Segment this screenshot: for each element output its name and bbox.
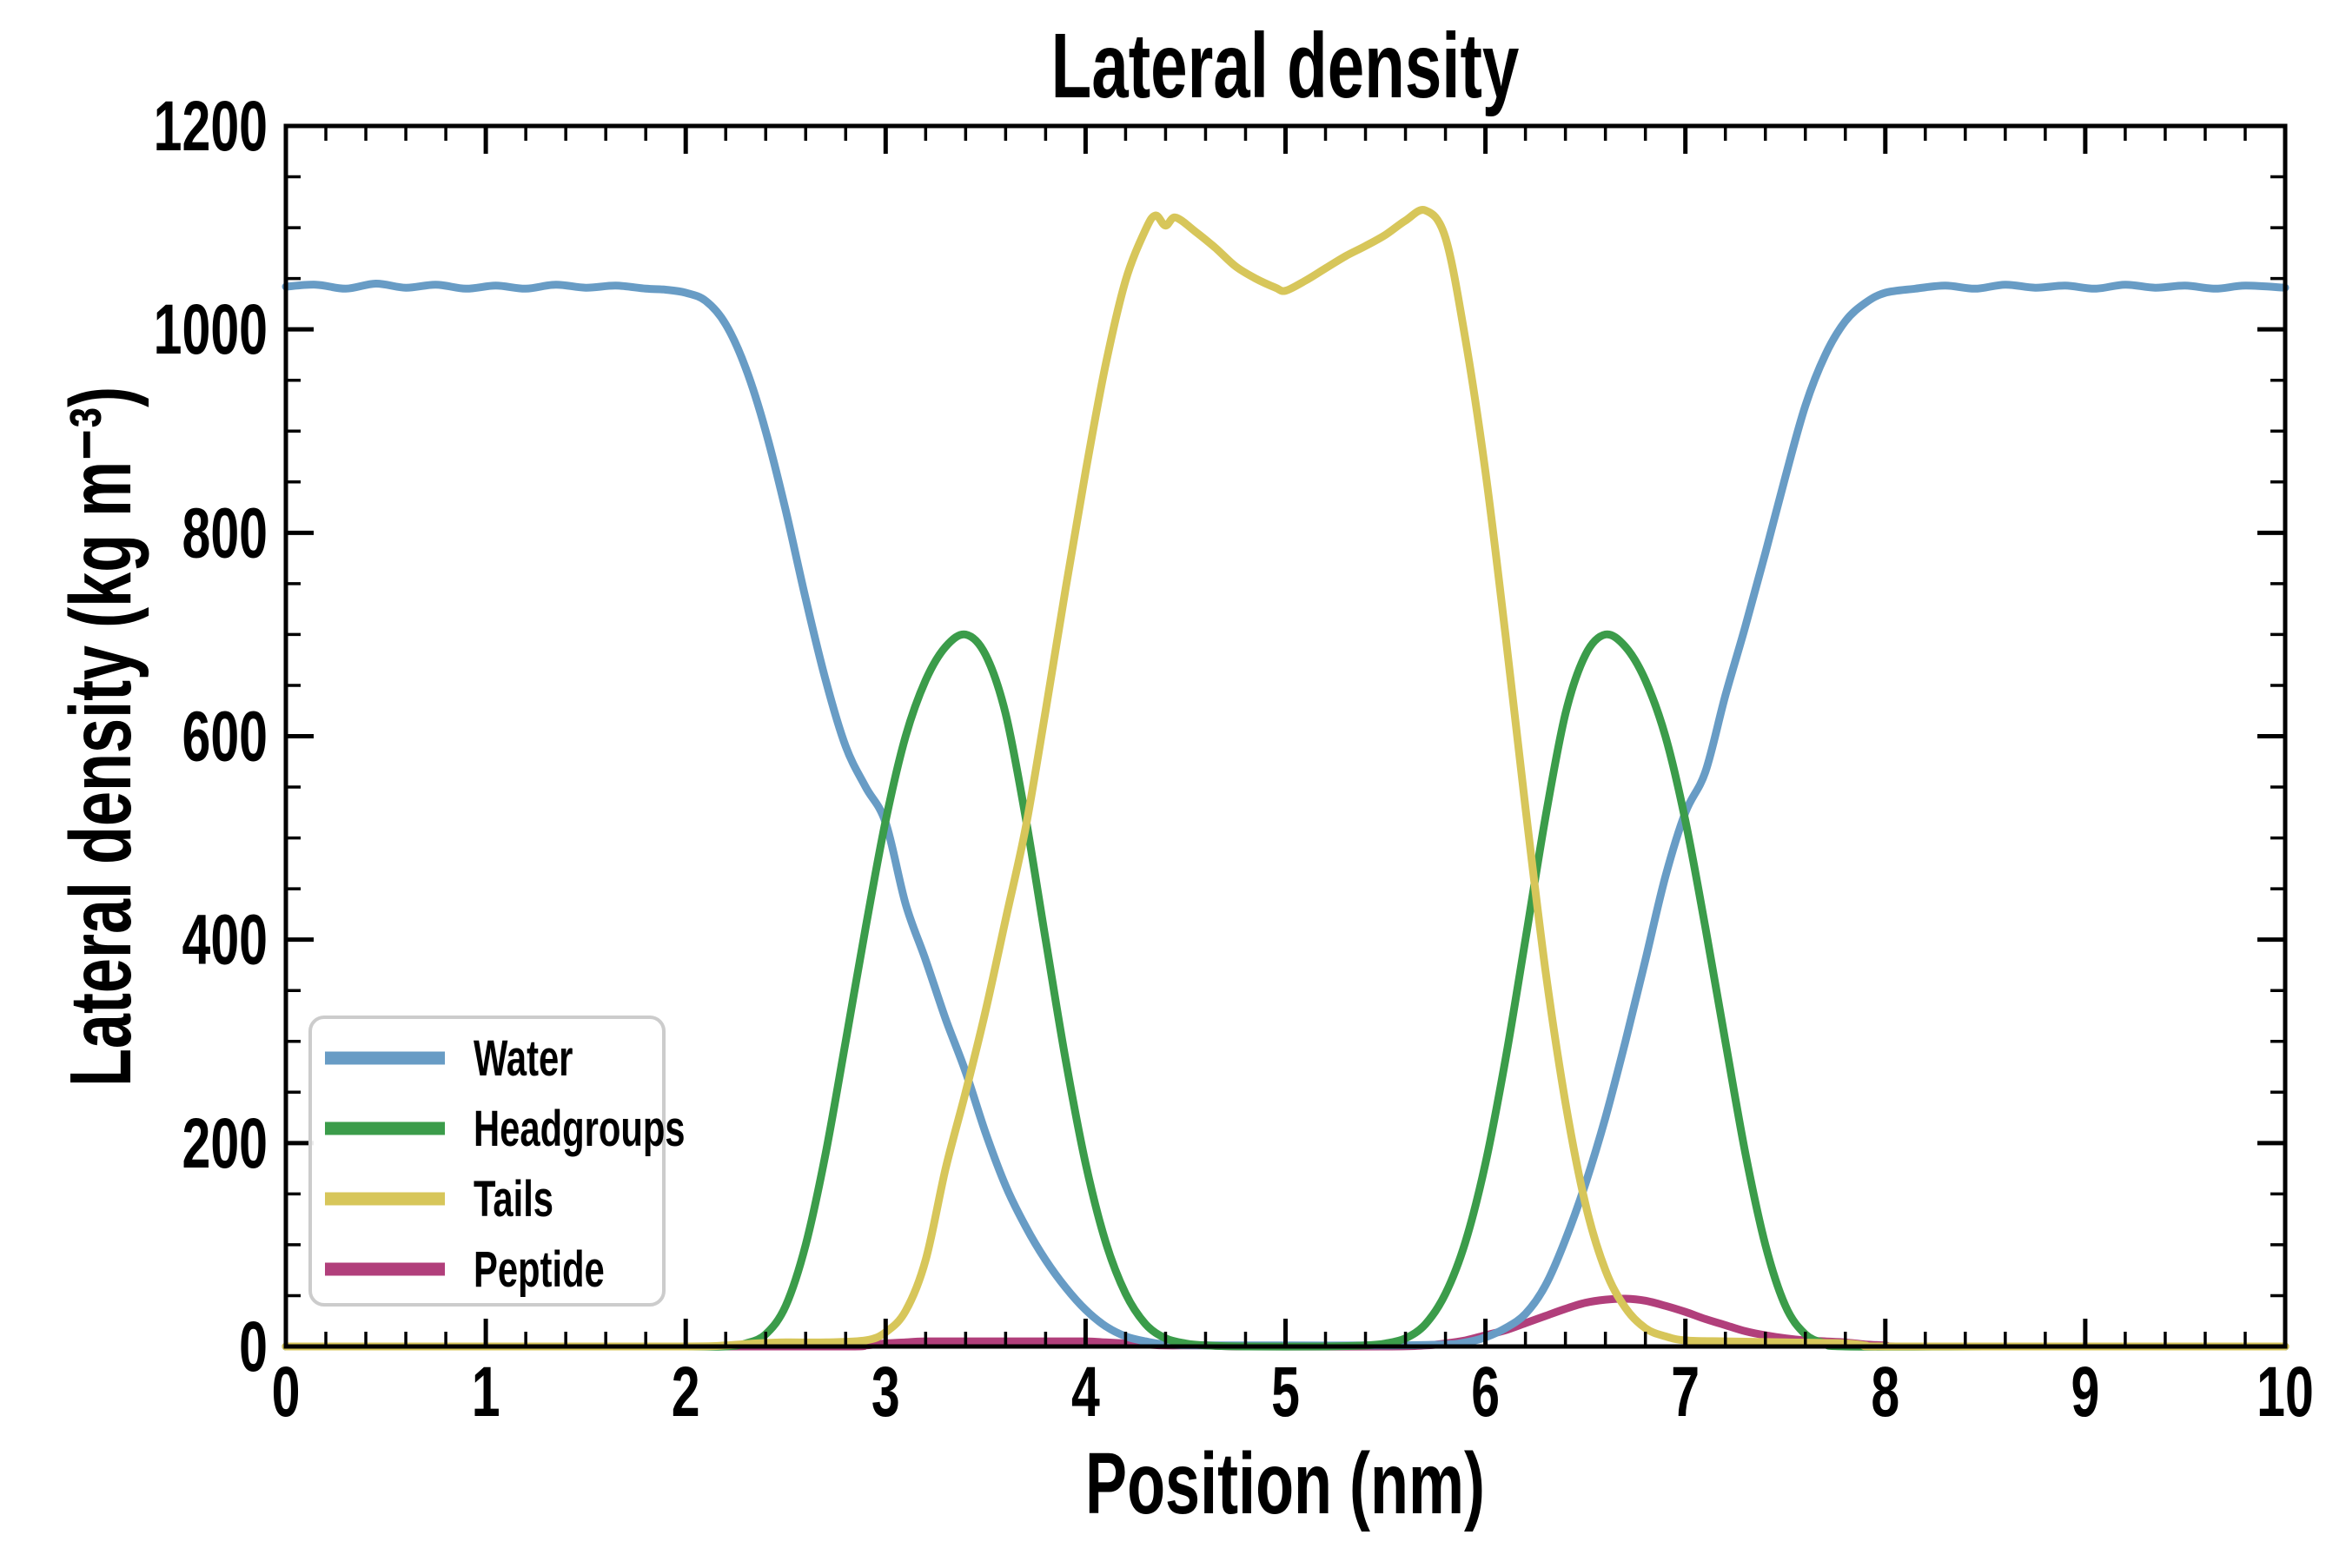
x-tick-label-group: 7 [1671,1353,1700,1432]
legend-box [308,1016,666,1307]
y-axis-label: Lateral density (kg m⁻³) [52,387,149,1087]
legend-label-tails: Tails [474,1170,553,1227]
x-tick-label-group: 4 [1071,1353,1100,1432]
legend-label-peptide: Peptide [474,1241,605,1297]
x-tick-label: 2 [672,1353,700,1432]
legend: Water Headgroups Tails Peptide [308,1016,686,1307]
x-tick-label: 3 [871,1353,900,1432]
legend-item: Water [474,1029,573,1086]
y-tick-label: 0 [239,1307,268,1387]
x-tick-label-group: 2 [672,1353,700,1432]
x-tick-label: 0 [272,1353,301,1432]
plot-frame [283,123,2288,1349]
x-tick-label-group: 8 [1871,1353,1899,1432]
y-tick-label: 200 [182,1103,268,1183]
legend-label-headgroups: Headgroups [474,1100,686,1156]
x-tick-label-group: 6 [1471,1353,1500,1432]
y-tick-label: 1200 [154,87,268,167]
y-tick-label-group: 600 [182,697,268,777]
y-tick-label-group: 200 [182,1103,268,1183]
x-tick-label-group: 3 [871,1353,900,1432]
x-axis-label: Position (nm) [1085,1435,1485,1532]
x-tick-labels: 0 1 2 3 4 5 6 7 8 9 10 [272,1353,2314,1432]
x-tick-label: 10 [2257,1353,2314,1432]
y-tick-label: 800 [182,493,268,573]
x-tick-label: 5 [1271,1353,1300,1432]
chart-title: Lateral density [1051,14,1520,117]
x-tick-label: 8 [1871,1353,1899,1432]
x-tick-label: 1 [472,1353,500,1432]
x-tick-label-group: 1 [472,1353,500,1432]
y-tick-label-group: 0 [239,1307,268,1387]
y-tick-labels: 0 200 400 600 800 1000 1200 [154,87,268,1387]
legend-label-water: Water [474,1029,573,1086]
y-tick-label: 400 [182,900,268,980]
x-tick-label-group: 0 [272,1353,301,1432]
y-tick-label: 600 [182,697,268,777]
y-tick-label-group: 1000 [154,290,268,370]
x-tick-label-group: 5 [1271,1353,1300,1432]
x-tick-label: 6 [1471,1353,1500,1432]
series-line-tails [282,206,2290,1351]
y-tick-label: 1000 [154,290,268,370]
y-tick-label-group: 400 [182,900,268,980]
x-tick-label: 4 [1071,1353,1100,1432]
x-tick-label-group: 9 [2071,1353,2099,1432]
y-tick-label-group: 1200 [154,87,268,167]
legend-item: Headgroups [474,1100,686,1156]
y-tick-label-group: 800 [182,493,268,573]
legend-item: Tails [474,1170,553,1227]
x-tick-label: 9 [2071,1353,2099,1432]
legend-item: Peptide [474,1241,605,1297]
x-tick-label: 7 [1671,1353,1700,1432]
x-tick-label-group: 10 [2257,1353,2314,1432]
